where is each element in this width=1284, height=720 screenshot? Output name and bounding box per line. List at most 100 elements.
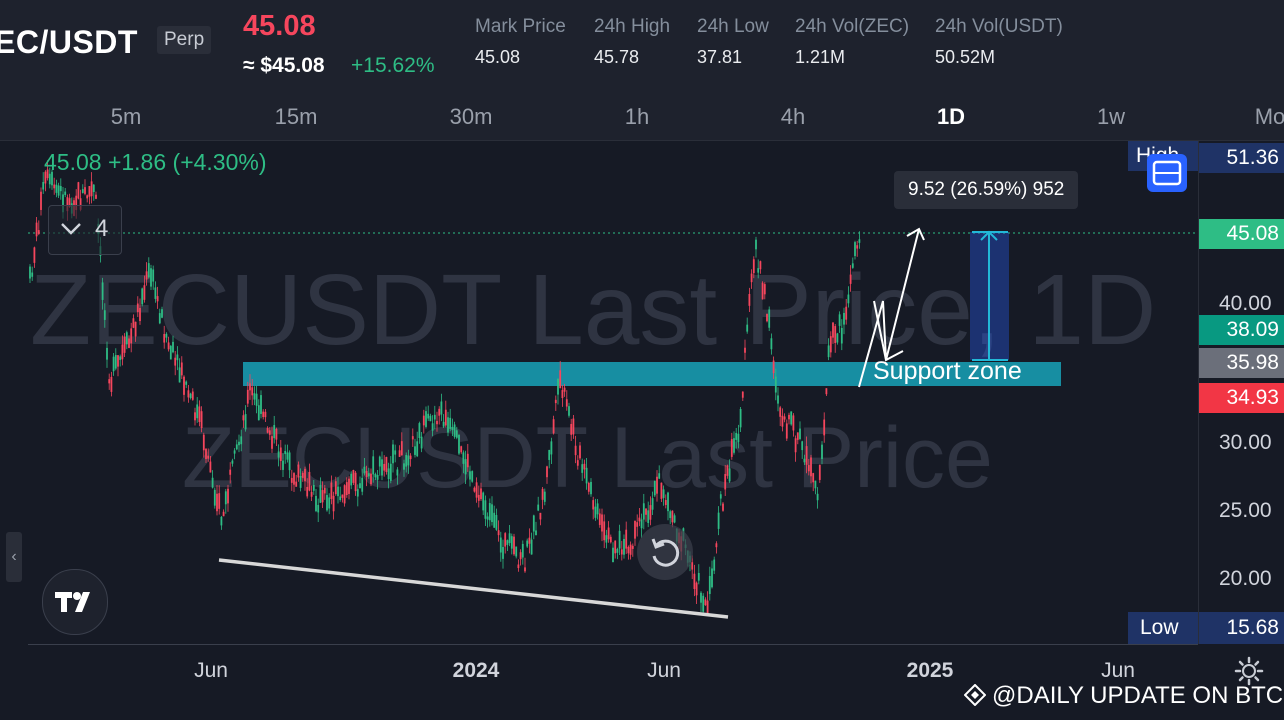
candle-body [44, 171, 47, 184]
candle-body [330, 482, 333, 499]
contract-type-badge: Perp [157, 26, 212, 54]
timeframe-4h[interactable]: 4h [780, 104, 806, 129]
candle-body [717, 512, 720, 529]
candle-body [273, 425, 276, 439]
candle-body [623, 538, 625, 555]
candle-body [792, 415, 795, 431]
timeframe-bar: 5m 15m 30m 1h 4h 1D 1w Mo [0, 94, 1284, 141]
candle-body [506, 540, 509, 545]
price-change-percent: +15.62% [351, 54, 435, 77]
price-axis[interactable]: 40.00 30.00 25.00 20.00 51.36 45.08 38.0… [1198, 141, 1284, 644]
candle-body [312, 485, 315, 491]
stat-label: 24h Vol(USDT) [935, 16, 1063, 37]
candle-body [480, 488, 482, 500]
candle-body [422, 415, 425, 426]
candle-body [585, 467, 588, 484]
timeframe-1h[interactable]: 1h [624, 104, 650, 129]
screenshot-button[interactable] [1147, 154, 1187, 192]
trendline[interactable] [218, 558, 729, 619]
price-chart[interactable]: ZECUSDT Last Price, 1D ZECUSDT Last Pric… [0, 141, 1284, 701]
candle-body [152, 269, 155, 282]
candle-body [238, 441, 240, 446]
candle-body [541, 488, 544, 500]
candle-body [631, 545, 634, 549]
tradingview-logo[interactable] [42, 569, 108, 635]
timeframe-15m[interactable]: 15m [274, 104, 318, 129]
candle-body [33, 247, 36, 263]
support-zone-rect[interactable] [243, 362, 1061, 386]
candle-body [332, 495, 335, 512]
candle-body [799, 428, 801, 440]
candle-body [174, 357, 177, 366]
candle-body [400, 441, 403, 456]
settings-icon[interactable] [1234, 656, 1264, 686]
timeframe-1d[interactable]: 1D [936, 104, 966, 129]
candle-body [354, 472, 357, 492]
candle-body [739, 409, 742, 428]
candle-body [638, 517, 641, 522]
candle-body [407, 455, 410, 466]
timeframe-1w[interactable]: 1w [1096, 104, 1126, 129]
candle-body [768, 309, 771, 328]
candle-body [858, 239, 861, 243]
candle-body [803, 458, 806, 463]
candle-body [178, 367, 181, 383]
timeframe-30m[interactable]: 30m [449, 104, 493, 129]
candle-body [161, 309, 163, 318]
candle-body [656, 476, 658, 494]
indicator-toggle-button[interactable]: 4 [48, 205, 122, 255]
candle-body [172, 341, 174, 353]
stat-label: 24h Vol(ZEC) [795, 16, 910, 37]
candle-body [838, 314, 841, 326]
stat-value: 37.81 [697, 47, 743, 67]
candle-body [495, 515, 498, 530]
timeframe-5m[interactable]: 5m [110, 104, 142, 129]
candle-body [337, 486, 339, 497]
candle-body [282, 460, 284, 470]
candle-body [706, 600, 709, 615]
candle-body [821, 444, 823, 459]
candle-body [194, 412, 196, 421]
candle-body [614, 540, 617, 554]
candle-body [526, 540, 529, 547]
candle-body [262, 411, 265, 418]
left-panel-toggle[interactable]: ‹ [6, 532, 22, 582]
candle-body [242, 415, 245, 421]
candle-body [524, 567, 526, 572]
candle-body [268, 430, 271, 435]
candle-body [634, 520, 636, 539]
reset-chart-button[interactable] [637, 524, 693, 580]
stat-value: 45.08 [475, 47, 521, 67]
candle-body [572, 418, 575, 435]
candle-body [493, 512, 496, 528]
candle-body [95, 194, 97, 199]
time-tick: Jun [647, 659, 681, 682]
candle-body [669, 511, 672, 519]
candle-body [165, 333, 168, 338]
time-axis[interactable]: Jun 2024 Jun 2025 Jun [28, 644, 1198, 701]
candle-body [546, 466, 548, 478]
timeframe-month[interactable]: Mo [1254, 104, 1284, 129]
candle-body [607, 527, 610, 540]
candle-body [447, 417, 449, 433]
candle-body [704, 599, 707, 606]
candle-body [383, 463, 386, 471]
candle-body [847, 294, 850, 304]
candle-body [596, 503, 599, 515]
candle-body [559, 370, 562, 389]
support-zone-label: Support zone [873, 357, 1022, 385]
chart-canvas[interactable] [0, 141, 1198, 644]
candle-body [319, 484, 322, 503]
candle-body [249, 383, 251, 391]
candle-body [715, 543, 718, 548]
candle-body [832, 322, 834, 338]
candle-body [88, 186, 91, 197]
projection-arrow[interactable] [858, 228, 920, 388]
candle-body [79, 198, 82, 210]
stat-label: Mark Price [475, 16, 566, 37]
candle-body [48, 173, 51, 185]
symbol-title[interactable]: EC/USDT [0, 24, 138, 60]
candle-body [488, 503, 491, 521]
candle-body [341, 494, 344, 498]
candle-body [350, 473, 353, 486]
